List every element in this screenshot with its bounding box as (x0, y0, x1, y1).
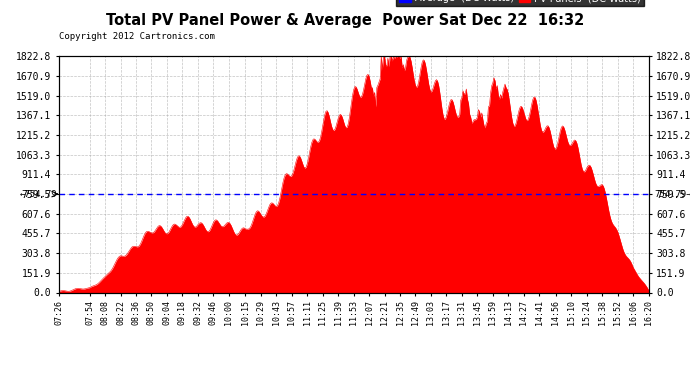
Text: Total PV Panel Power & Average  Power Sat Dec 22  16:32: Total PV Panel Power & Average Power Sat… (106, 13, 584, 28)
Text: 754.79→: 754.79→ (655, 190, 690, 199)
Legend: Average  (DC Watts), PV Panels  (DC Watts): Average (DC Watts), PV Panels (DC Watts) (396, 0, 644, 6)
Text: ←754.79: ←754.79 (20, 190, 57, 199)
Text: Copyright 2012 Cartronics.com: Copyright 2012 Cartronics.com (59, 32, 215, 41)
